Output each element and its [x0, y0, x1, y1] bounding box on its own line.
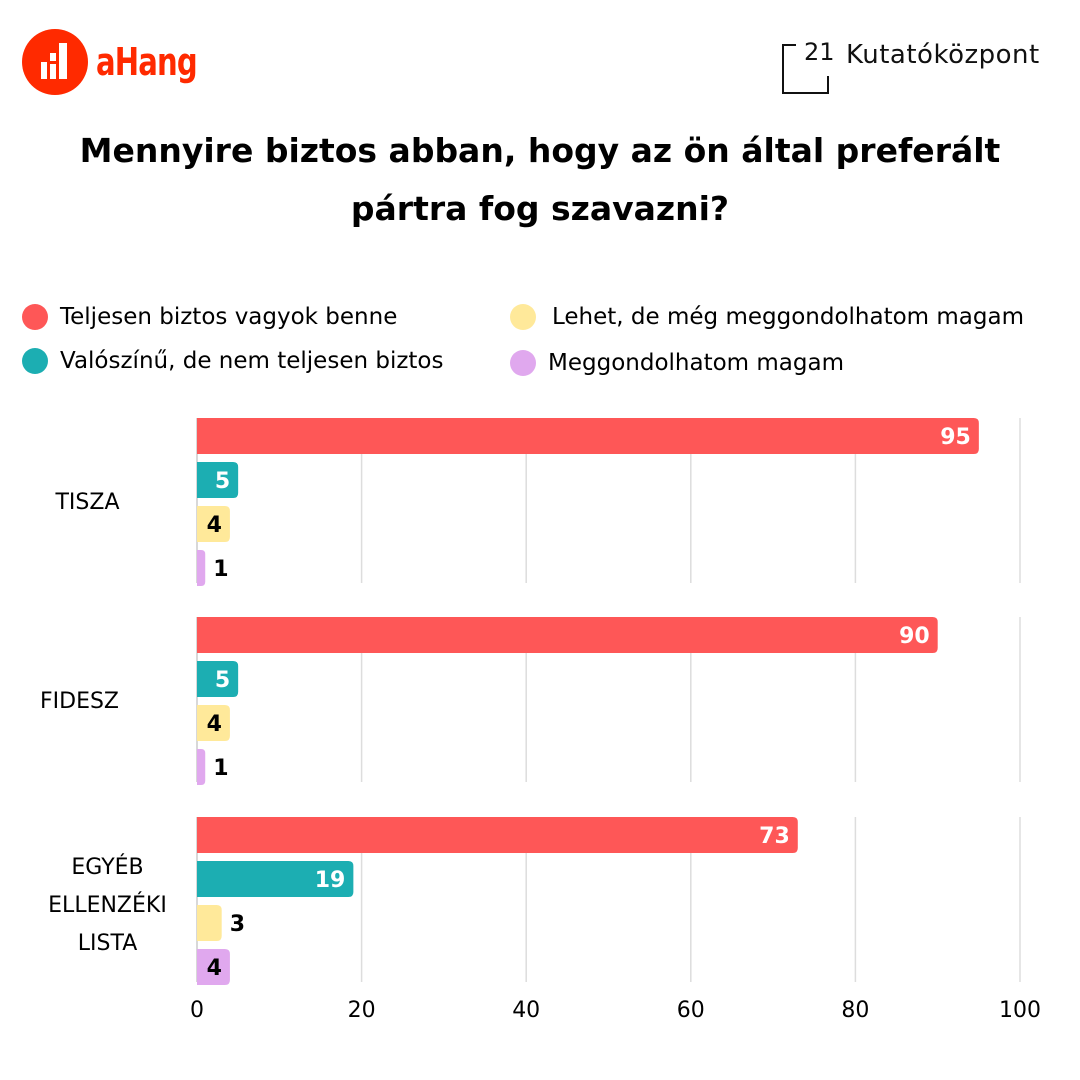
data-label: 90 [899, 624, 930, 649]
data-label: 19 [315, 868, 346, 893]
category-label-line: FIDESZ [39, 689, 120, 714]
data-label: 95 [940, 425, 971, 450]
bar-egyéb-series-2 [197, 905, 222, 941]
legend-swatch-purple [510, 350, 536, 376]
legend-label: Lehet, de még meggondolhatom magam [552, 304, 1024, 330]
legend-item-teljesen-biztos: Teljesen biztos vagyok benne [22, 304, 397, 330]
legend-swatch-red [22, 304, 48, 330]
data-label: 4 [207, 956, 222, 981]
category-label-line: EGYÉB [71, 855, 144, 880]
bar-fidesz-series-1 [197, 661, 239, 697]
bracket-logo-icon: 21 [782, 38, 835, 94]
data-label: 5 [215, 668, 230, 693]
legend-label: Teljesen biztos vagyok benne [60, 304, 398, 330]
data-label: 4 [207, 513, 222, 538]
legend-label: Valószínű, de nem teljesen biztos [60, 348, 444, 374]
kutatokozpont-logo-text: Kutatóközpont [846, 40, 1040, 70]
data-label: 3 [230, 912, 245, 937]
kutatokozpont-logo: 21 Kutatóközpont [782, 38, 1040, 94]
category-label-line: ELLENZÉKI [48, 893, 167, 918]
x-tick-label: 100 [999, 998, 1041, 1023]
legend-item-valoszinu: Valószínű, de nem teljesen biztos [22, 348, 444, 374]
bar-tisza-series-2 [197, 506, 230, 542]
category-label-line: LISTA [77, 931, 138, 956]
category-label-egyeb: EGYÉB ELLENZÉKI LISTA [40, 849, 175, 963]
data-label: 1 [213, 756, 228, 781]
x-tick-label: 60 [677, 998, 705, 1023]
legend-label: Meggondolhatom magam [548, 350, 844, 376]
data-label: 73 [759, 824, 790, 849]
bar-fidesz-series-2 [197, 705, 230, 741]
legend-item-meggondolhatom: Meggondolhatom magam [510, 350, 844, 376]
bar-egyéb-series-3 [197, 949, 230, 985]
bar-tisza-series-3 [197, 550, 206, 586]
legend-item-lehet: Lehet, de még meggondolhatom magam [510, 304, 1024, 330]
bar-chart-logo-icon [22, 29, 88, 95]
logo-number: 21 [804, 38, 835, 66]
category-label-fidesz: FIDESZ [12, 683, 147, 721]
chart-title-line-2: pártra fog szavazni? [350, 189, 730, 228]
chart-title-line-1: Mennyire biztos abban, hogy az ön által … [79, 131, 1001, 170]
ahang-logo: aHang [22, 29, 215, 95]
x-tick-label: 0 [190, 998, 204, 1023]
legend-swatch-teal [22, 348, 48, 374]
bar-egyéb-series-1 [197, 861, 354, 897]
data-label: 4 [207, 712, 222, 737]
category-label-line: TISZA [55, 490, 120, 515]
ahang-logo-text: aHang [96, 40, 198, 84]
x-tick-label: 80 [841, 998, 869, 1023]
x-tick-label: 20 [348, 998, 376, 1023]
chart-title: Mennyire biztos abban, hogy az ön által … [0, 122, 1080, 238]
bar-fidesz-series-0 [197, 617, 938, 653]
bar-egyéb-series-0 [197, 817, 798, 853]
bar-fidesz-series-3 [197, 749, 206, 785]
bar-tisza-series-0 [197, 418, 979, 454]
x-tick-label: 40 [512, 998, 540, 1023]
bar-tisza-series-1 [197, 462, 239, 498]
data-label: 5 [215, 469, 230, 494]
category-label-tisza: TISZA [20, 484, 155, 522]
legend-swatch-yellow [510, 304, 536, 330]
data-label: 1 [213, 557, 228, 582]
